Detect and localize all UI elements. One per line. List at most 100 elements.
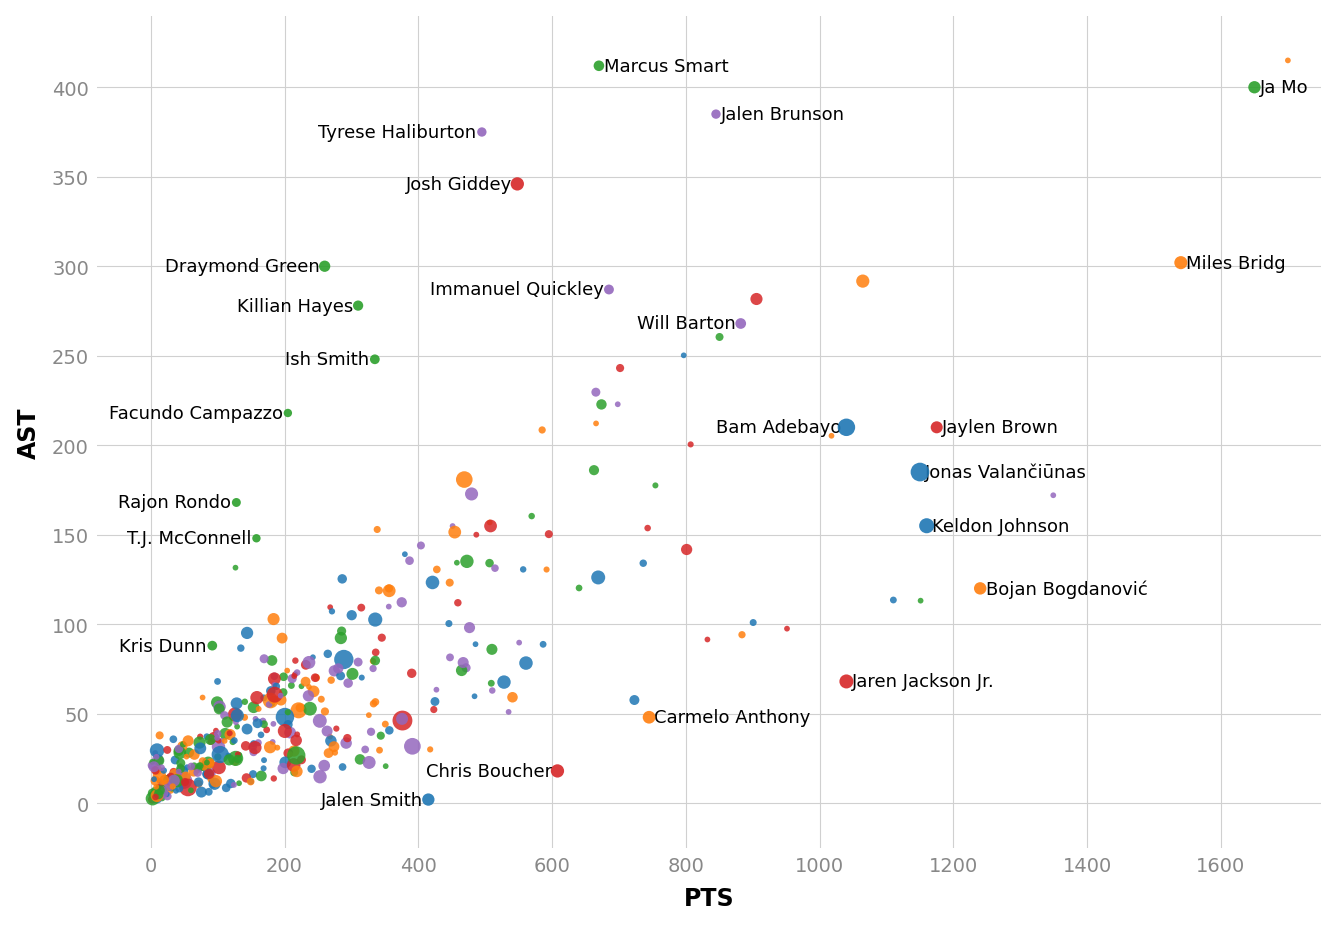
Point — [820, 429, 842, 444]
Point — [169, 765, 190, 780]
Point — [149, 774, 170, 789]
Point — [241, 774, 262, 789]
Point — [332, 572, 353, 587]
Point — [266, 741, 288, 756]
Point — [146, 780, 167, 794]
Point — [531, 423, 553, 438]
Point — [242, 739, 264, 754]
Point — [198, 767, 219, 781]
Point — [425, 682, 447, 697]
Point — [190, 741, 211, 756]
Point — [320, 733, 341, 748]
Point — [638, 710, 660, 725]
Point — [189, 735, 210, 750]
Point — [425, 563, 447, 578]
Point — [285, 748, 306, 763]
Point — [225, 751, 246, 766]
Text: Immanuel Quickley: Immanuel Quickley — [429, 281, 603, 299]
Point — [165, 753, 186, 768]
Point — [363, 654, 384, 668]
Point — [157, 743, 178, 757]
Point — [305, 670, 326, 685]
Point — [264, 678, 285, 692]
Point — [399, 553, 420, 568]
Point — [178, 745, 199, 760]
Point — [298, 679, 320, 694]
Point — [309, 769, 330, 784]
Point — [371, 729, 392, 743]
Text: Facundo Campazzo: Facundo Campazzo — [108, 404, 282, 423]
Point — [244, 736, 265, 751]
Point — [165, 768, 186, 782]
Point — [163, 773, 185, 788]
Point — [508, 636, 530, 651]
Point — [910, 465, 931, 480]
Point — [252, 714, 273, 729]
Point — [199, 757, 221, 772]
Point — [240, 774, 261, 789]
Point — [324, 664, 345, 679]
Point — [547, 764, 569, 779]
Point — [676, 542, 697, 557]
Point — [446, 555, 467, 570]
Point — [585, 416, 606, 431]
Point — [336, 736, 357, 751]
Point — [351, 601, 372, 616]
Point — [149, 783, 170, 798]
Point — [535, 563, 557, 578]
Point — [264, 688, 285, 703]
Text: Jalen Brunson: Jalen Brunson — [721, 106, 846, 124]
Point — [149, 768, 170, 783]
Point — [163, 768, 185, 783]
Point — [375, 759, 396, 774]
Point — [209, 760, 230, 775]
Point — [365, 694, 387, 709]
Point — [149, 754, 170, 768]
Point — [598, 283, 619, 298]
Point — [264, 669, 285, 684]
Point — [364, 613, 385, 628]
Point — [198, 767, 219, 781]
Point — [379, 600, 400, 615]
Point — [237, 626, 258, 641]
Point — [226, 696, 248, 711]
Point — [199, 756, 221, 770]
Point — [266, 679, 288, 694]
Point — [209, 700, 230, 715]
Point — [159, 779, 181, 794]
Point — [330, 631, 352, 646]
Point — [337, 730, 359, 745]
Point — [455, 661, 476, 676]
Point — [569, 581, 590, 596]
Y-axis label: AST: AST — [16, 407, 40, 458]
Point — [173, 773, 194, 788]
Point — [515, 656, 537, 671]
Point — [170, 761, 191, 776]
Point — [162, 780, 183, 794]
Point — [330, 668, 352, 683]
Point — [229, 748, 250, 763]
Point — [202, 639, 223, 654]
Point — [234, 710, 256, 725]
Point — [146, 789, 167, 804]
Point — [157, 778, 178, 793]
Point — [444, 525, 466, 540]
Point — [190, 759, 211, 774]
Point — [284, 668, 305, 683]
Point — [290, 679, 312, 694]
Point — [359, 756, 380, 770]
Point — [142, 785, 163, 800]
Point — [460, 487, 482, 502]
Point — [207, 674, 229, 689]
Point — [589, 59, 610, 74]
Point — [250, 768, 272, 783]
Point — [201, 734, 222, 749]
Point — [253, 761, 274, 776]
Text: Marcus Smart: Marcus Smart — [605, 57, 729, 76]
Text: Draymond Green: Draymond Green — [165, 258, 320, 276]
Point — [731, 317, 752, 332]
Point — [145, 763, 166, 778]
Point — [277, 717, 298, 732]
Point — [242, 767, 264, 781]
Point — [318, 746, 340, 761]
